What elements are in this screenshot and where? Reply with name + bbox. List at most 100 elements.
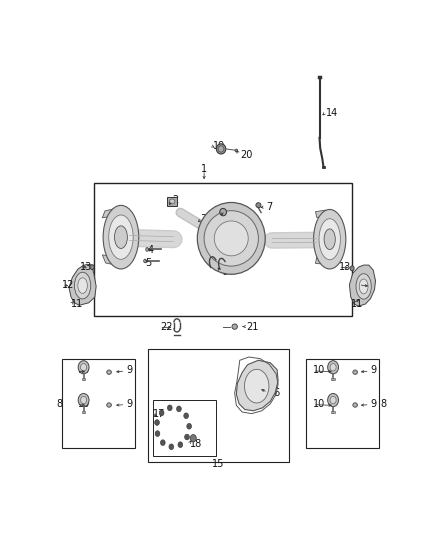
Circle shape bbox=[184, 434, 189, 440]
Ellipse shape bbox=[146, 248, 148, 252]
Text: 2: 2 bbox=[223, 206, 229, 215]
Ellipse shape bbox=[359, 279, 368, 294]
Text: 12: 12 bbox=[62, 280, 74, 290]
Ellipse shape bbox=[354, 404, 357, 406]
Bar bbox=[332, 411, 335, 413]
Ellipse shape bbox=[74, 272, 91, 299]
Ellipse shape bbox=[214, 221, 248, 256]
Text: 4: 4 bbox=[147, 245, 153, 255]
Text: 20: 20 bbox=[240, 150, 252, 160]
Ellipse shape bbox=[197, 203, 265, 274]
Bar bbox=[94, 183, 352, 317]
Ellipse shape bbox=[319, 219, 340, 260]
Text: 9: 9 bbox=[126, 399, 132, 409]
Bar bbox=[153, 400, 216, 456]
Circle shape bbox=[78, 361, 89, 374]
Text: 21: 21 bbox=[247, 322, 259, 333]
Text: 19: 19 bbox=[212, 141, 225, 151]
Bar bbox=[82, 411, 85, 413]
Text: 10: 10 bbox=[314, 399, 326, 409]
Text: 10: 10 bbox=[78, 399, 90, 409]
Ellipse shape bbox=[219, 146, 224, 152]
Ellipse shape bbox=[354, 371, 357, 374]
Circle shape bbox=[178, 442, 183, 448]
Ellipse shape bbox=[108, 404, 110, 406]
Circle shape bbox=[167, 405, 172, 411]
Text: 14: 14 bbox=[326, 108, 339, 118]
Ellipse shape bbox=[220, 208, 226, 216]
Bar bbox=[61, 359, 134, 448]
Text: 11: 11 bbox=[71, 299, 83, 309]
Text: 13: 13 bbox=[80, 262, 92, 272]
Text: 15: 15 bbox=[212, 459, 224, 469]
Text: 8: 8 bbox=[381, 399, 387, 409]
Text: 7: 7 bbox=[266, 202, 272, 212]
Ellipse shape bbox=[204, 211, 258, 266]
Ellipse shape bbox=[353, 403, 357, 407]
Circle shape bbox=[155, 431, 160, 437]
Text: 13: 13 bbox=[339, 262, 351, 272]
Bar bbox=[332, 378, 335, 381]
Ellipse shape bbox=[170, 199, 175, 204]
Ellipse shape bbox=[244, 369, 269, 403]
Text: 9: 9 bbox=[126, 365, 132, 375]
Circle shape bbox=[81, 364, 87, 371]
Ellipse shape bbox=[90, 265, 94, 270]
Text: 11: 11 bbox=[351, 299, 363, 309]
Ellipse shape bbox=[103, 205, 139, 269]
Circle shape bbox=[330, 364, 336, 371]
Polygon shape bbox=[102, 208, 127, 218]
Text: 1: 1 bbox=[201, 164, 207, 174]
Ellipse shape bbox=[114, 226, 127, 248]
Ellipse shape bbox=[107, 403, 111, 407]
Ellipse shape bbox=[324, 229, 336, 249]
Text: 16: 16 bbox=[268, 388, 281, 398]
Text: 5: 5 bbox=[145, 257, 151, 268]
Circle shape bbox=[184, 413, 188, 418]
Polygon shape bbox=[237, 360, 278, 411]
Ellipse shape bbox=[108, 371, 110, 374]
Ellipse shape bbox=[78, 278, 87, 293]
Ellipse shape bbox=[109, 215, 133, 260]
Bar bbox=[167, 197, 177, 206]
Polygon shape bbox=[69, 264, 96, 305]
Text: 6: 6 bbox=[221, 267, 227, 277]
Bar bbox=[306, 359, 379, 448]
Ellipse shape bbox=[232, 324, 237, 329]
Circle shape bbox=[187, 423, 191, 429]
Ellipse shape bbox=[235, 149, 238, 152]
Polygon shape bbox=[315, 254, 336, 264]
Ellipse shape bbox=[353, 370, 357, 375]
Circle shape bbox=[177, 406, 181, 412]
Ellipse shape bbox=[314, 209, 346, 269]
Bar bbox=[148, 349, 289, 462]
Circle shape bbox=[169, 444, 174, 450]
Circle shape bbox=[328, 393, 339, 407]
Polygon shape bbox=[315, 210, 336, 220]
Text: 10: 10 bbox=[314, 365, 326, 375]
Circle shape bbox=[328, 361, 339, 374]
Ellipse shape bbox=[216, 144, 226, 154]
Bar bbox=[82, 378, 85, 381]
Polygon shape bbox=[102, 255, 127, 265]
Circle shape bbox=[330, 397, 336, 404]
Ellipse shape bbox=[356, 273, 371, 299]
Ellipse shape bbox=[144, 259, 146, 263]
Text: 8: 8 bbox=[57, 399, 63, 409]
Text: 18: 18 bbox=[190, 439, 202, 449]
Text: 17: 17 bbox=[152, 409, 165, 418]
Ellipse shape bbox=[256, 203, 261, 207]
Text: 10: 10 bbox=[78, 365, 90, 375]
Text: 22: 22 bbox=[160, 322, 173, 333]
Circle shape bbox=[160, 440, 165, 446]
Text: 12: 12 bbox=[359, 280, 371, 290]
Circle shape bbox=[78, 393, 89, 407]
Circle shape bbox=[159, 410, 164, 416]
Circle shape bbox=[190, 434, 196, 442]
Text: 3: 3 bbox=[201, 214, 207, 224]
Ellipse shape bbox=[107, 370, 111, 375]
Ellipse shape bbox=[350, 266, 354, 271]
Text: 2: 2 bbox=[172, 195, 178, 205]
Text: 9: 9 bbox=[371, 365, 377, 375]
Polygon shape bbox=[350, 265, 375, 306]
